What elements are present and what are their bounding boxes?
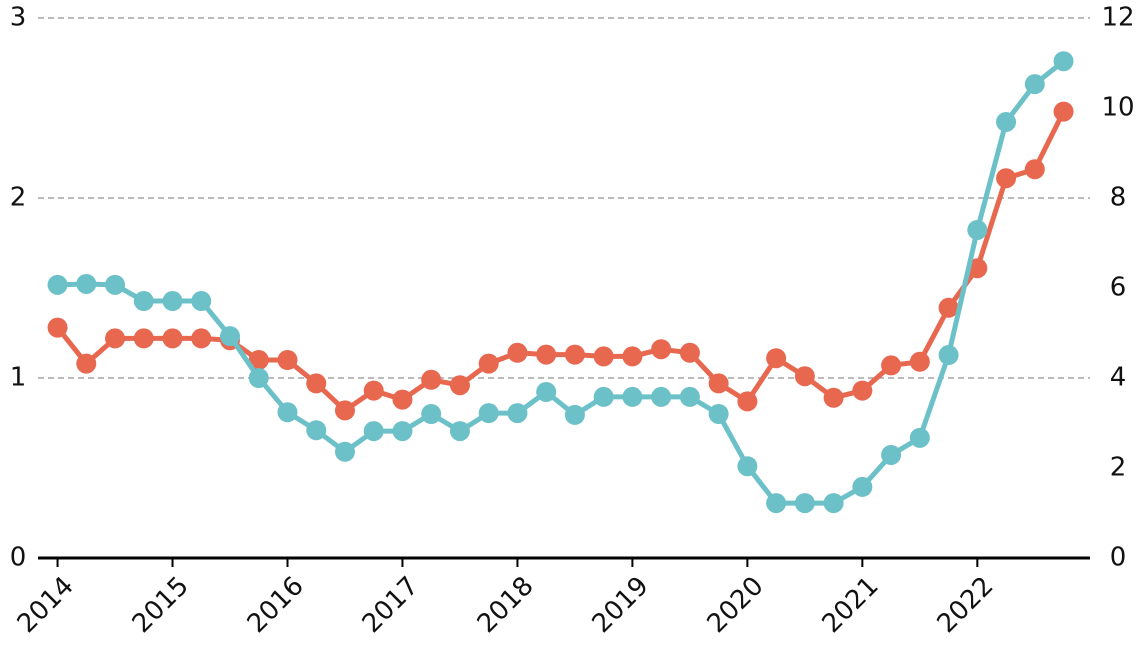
series-marker bbox=[823, 493, 844, 514]
series-marker bbox=[622, 346, 643, 367]
series-marker bbox=[507, 342, 528, 363]
series-marker bbox=[593, 386, 614, 407]
series-marker bbox=[794, 366, 815, 387]
series-marker bbox=[76, 353, 97, 374]
series-marker bbox=[737, 391, 758, 412]
series-marker bbox=[248, 350, 269, 370]
series-marker bbox=[967, 258, 988, 279]
series-marker bbox=[478, 403, 499, 424]
series-marker bbox=[392, 421, 413, 442]
y2-tick-label: 8 bbox=[1110, 183, 1127, 213]
series-marker bbox=[564, 404, 585, 425]
series-marker bbox=[277, 402, 298, 423]
series-marker bbox=[996, 168, 1017, 189]
series-marker bbox=[306, 373, 327, 394]
series-marker bbox=[996, 111, 1017, 132]
x-tick-label: 2019 bbox=[587, 571, 655, 639]
series-marker bbox=[881, 355, 902, 376]
series-marker bbox=[536, 381, 557, 402]
series-marker bbox=[47, 274, 68, 295]
series-marker bbox=[564, 344, 585, 365]
series-marker bbox=[334, 400, 355, 421]
series-marker bbox=[909, 427, 930, 448]
series-marker bbox=[737, 456, 758, 477]
series-marker bbox=[220, 326, 241, 347]
series-marker bbox=[823, 387, 844, 408]
series-marker bbox=[162, 328, 183, 349]
series-marker bbox=[622, 386, 643, 407]
series-marker bbox=[76, 273, 97, 294]
series-marker bbox=[449, 375, 470, 396]
series-marker bbox=[938, 297, 959, 318]
series-marker bbox=[766, 493, 787, 514]
series-marker bbox=[277, 350, 298, 370]
x-tick-label: 2017 bbox=[357, 571, 425, 639]
y2-tick-label: 12 bbox=[1101, 3, 1134, 33]
series-marker bbox=[507, 403, 528, 424]
series-marker bbox=[334, 441, 355, 462]
series-marker bbox=[909, 351, 930, 372]
series-marker bbox=[449, 421, 470, 442]
series-marker bbox=[938, 345, 959, 366]
series-marker bbox=[852, 476, 873, 497]
series-marker bbox=[105, 328, 126, 349]
series-marker bbox=[363, 421, 384, 442]
series-marker bbox=[306, 420, 327, 441]
series-marker bbox=[1024, 74, 1045, 95]
series-marker bbox=[133, 291, 154, 312]
series-marker bbox=[1053, 101, 1074, 122]
series-marker bbox=[766, 348, 787, 369]
x-tick-label: 2014 bbox=[12, 571, 80, 639]
x-tick-label: 2018 bbox=[472, 571, 540, 639]
series-marker bbox=[133, 328, 154, 349]
y2-tick-label: 2 bbox=[1110, 453, 1127, 483]
series-marker bbox=[248, 368, 269, 388]
x-tick-label: 2021 bbox=[817, 571, 885, 639]
series-marker bbox=[708, 373, 729, 394]
series-marker bbox=[1053, 51, 1074, 72]
series-marker bbox=[794, 493, 815, 514]
series-marker bbox=[593, 346, 614, 367]
series-marker bbox=[679, 342, 700, 363]
series-marker bbox=[536, 344, 557, 365]
series-marker bbox=[47, 317, 68, 338]
x-tick-label: 2022 bbox=[932, 571, 1000, 639]
series-marker bbox=[421, 404, 442, 424]
series-marker bbox=[478, 353, 499, 374]
series-marker bbox=[679, 386, 700, 407]
y-tick-label: 2 bbox=[10, 183, 27, 213]
x-tick-label: 2016 bbox=[242, 571, 310, 639]
y2-tick-label: 10 bbox=[1101, 93, 1134, 123]
series-marker bbox=[421, 369, 442, 390]
series-marker bbox=[881, 444, 902, 465]
y2-tick-label: 4 bbox=[1110, 363, 1127, 393]
series-marker bbox=[852, 380, 873, 401]
x-tick-label: 2015 bbox=[127, 571, 195, 639]
series-marker bbox=[1024, 159, 1045, 180]
series-marker bbox=[363, 380, 384, 401]
series-marker bbox=[162, 291, 183, 312]
series-marker bbox=[105, 274, 126, 295]
y2-tick-label: 0 bbox=[1110, 543, 1127, 573]
series-marker bbox=[392, 389, 413, 410]
y-tick-label: 1 bbox=[10, 363, 27, 393]
x-tick-label: 2020 bbox=[702, 571, 770, 639]
series-marker bbox=[651, 386, 672, 407]
series-marker bbox=[708, 404, 729, 424]
series-marker bbox=[967, 219, 988, 240]
y-tick-label: 0 bbox=[10, 543, 27, 573]
y-tick-label: 3 bbox=[10, 3, 27, 33]
series-marker bbox=[191, 291, 212, 312]
series-marker bbox=[191, 328, 212, 349]
series-marker bbox=[651, 339, 672, 360]
y2-tick-label: 6 bbox=[1110, 273, 1127, 303]
